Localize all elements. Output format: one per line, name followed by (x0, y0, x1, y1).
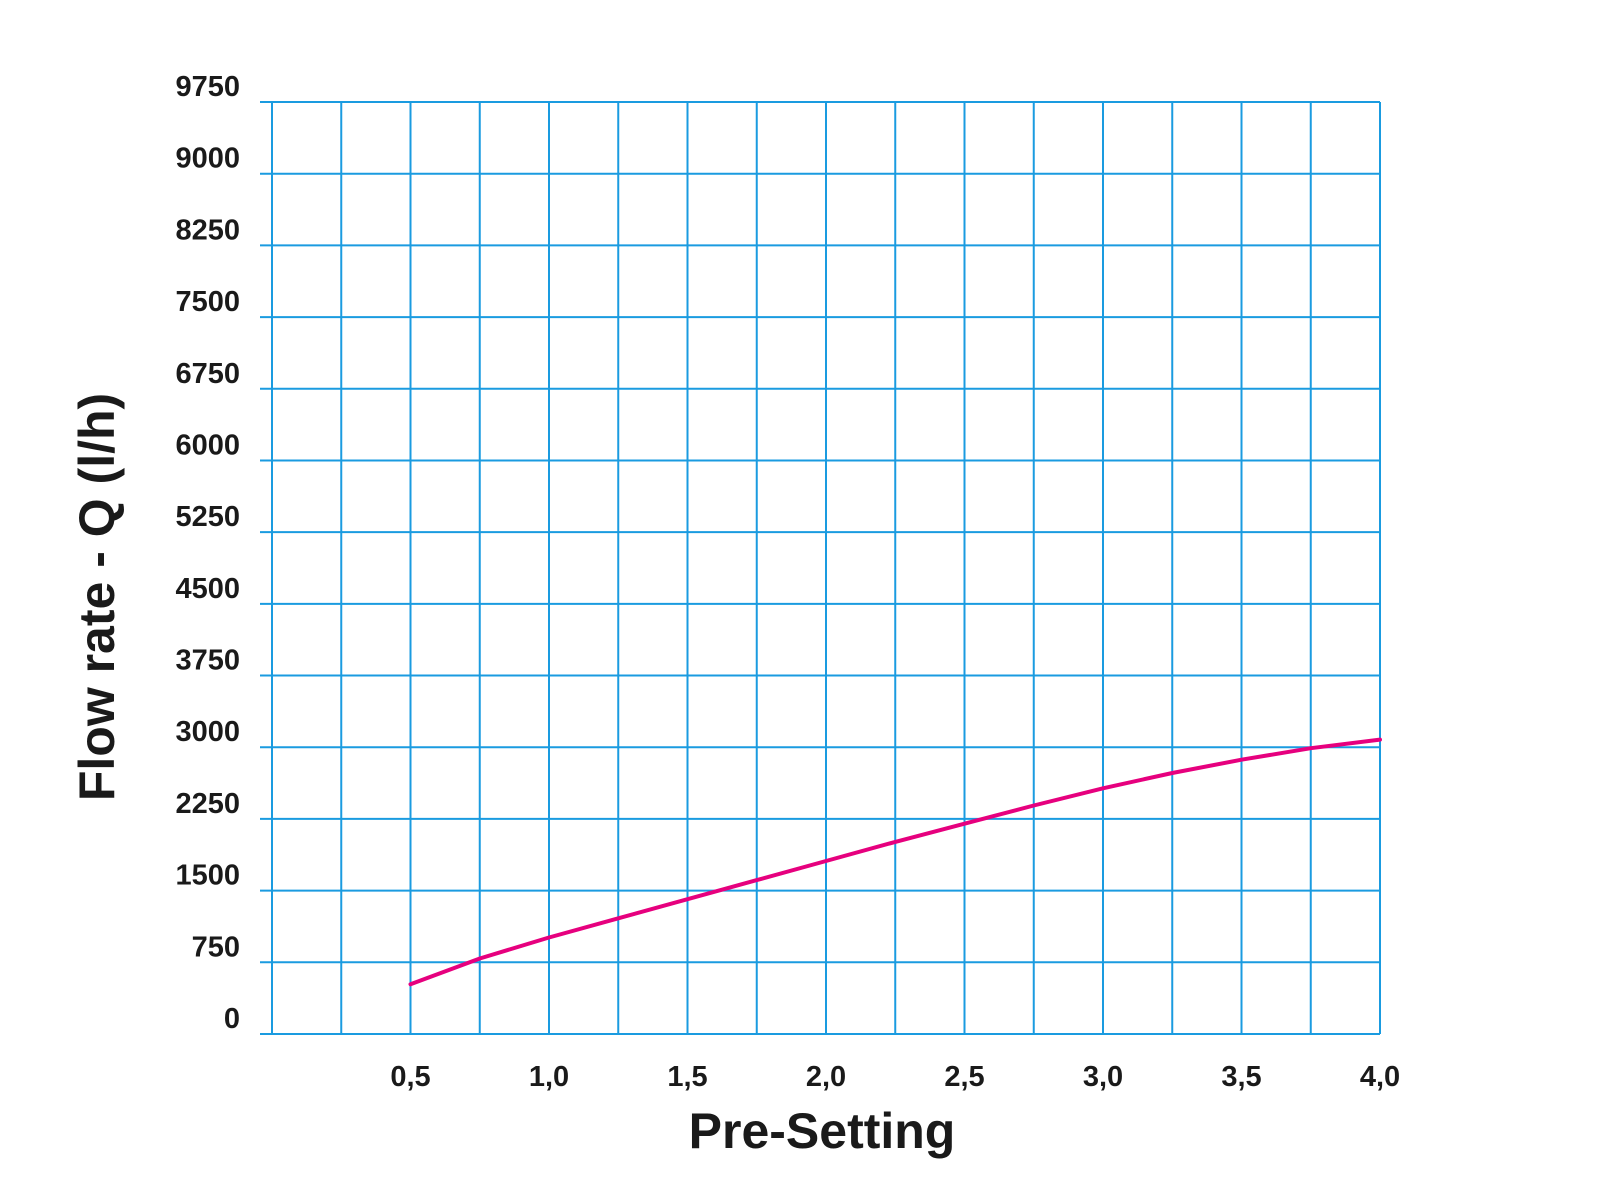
y-tick-label: 8250 (175, 214, 240, 246)
x-tick-label: 1,5 (667, 1061, 707, 1093)
y-tick-label: 9000 (175, 143, 240, 175)
grid (260, 101, 1381, 1035)
series-line (408, 737, 1382, 987)
x-tick-label: 2,0 (806, 1061, 846, 1093)
y-tick-label: 4500 (175, 573, 240, 605)
y-tick-label: 3750 (175, 645, 240, 677)
y-tick-label: 750 (192, 931, 240, 963)
x-axis-ticks: 0,5 1,0 1,5 2,0 2,5 3,0 3,5 4,0 (390, 1061, 1400, 1093)
y-tick-label: 1500 (175, 860, 240, 892)
x-tick-label: 3,0 (1083, 1061, 1123, 1093)
y-tick-label: 9750 (175, 71, 240, 103)
y-tick-label: 6750 (175, 358, 240, 390)
y-tick-label: 7500 (175, 286, 240, 318)
x-axis-label: Pre-Setting (689, 1103, 956, 1159)
y-tick-label: 2250 (175, 788, 240, 820)
x-tick-label: 3,5 (1221, 1061, 1261, 1093)
series-layer (408, 737, 1382, 987)
y-tick-label: 6000 (175, 429, 240, 461)
y-tick-label: 0 (224, 1003, 240, 1035)
y-axis-label: Flow rate - Q (l/h) (69, 393, 125, 801)
x-tick-label: 1,0 (529, 1061, 569, 1093)
y-tick-label: 3000 (175, 716, 240, 748)
y-axis-ticks: 0 750 1500 2250 3000 3750 4500 5250 6000 6750 7500… (175, 71, 240, 1035)
x-tick-label: 0,5 (390, 1061, 430, 1093)
x-tick-label: 4,0 (1360, 1061, 1400, 1093)
y-tick-label: 5250 (175, 501, 240, 533)
x-tick-label: 2,5 (944, 1061, 984, 1093)
